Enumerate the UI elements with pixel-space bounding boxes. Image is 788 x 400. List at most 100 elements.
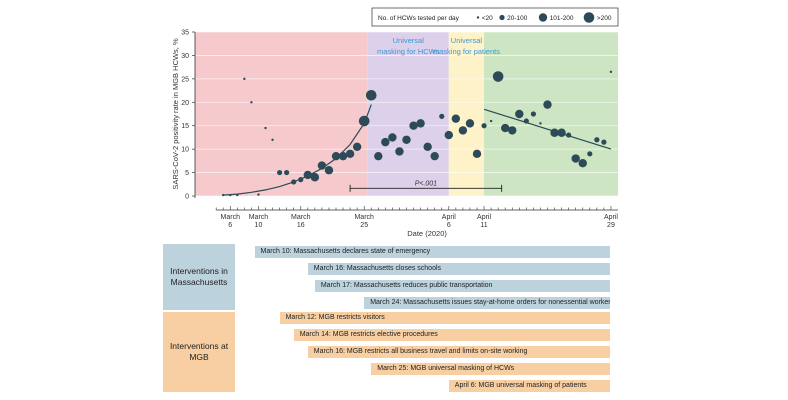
x-tick-day-4: 6 — [447, 222, 451, 229]
legend-label-0: <20 — [482, 15, 493, 22]
data-point-6 — [264, 126, 267, 130]
x-axis-title: Date (2020) — [407, 229, 447, 238]
data-point-48 — [557, 128, 566, 137]
x-tick-day-6: 29 — [607, 222, 615, 229]
y-tick-label-6: 30 — [181, 53, 189, 60]
data-point-3 — [243, 77, 246, 81]
data-point-23 — [381, 137, 390, 147]
pvalue-label: P<.001 — [415, 180, 437, 187]
data-point-0 — [222, 193, 225, 197]
data-point-47 — [550, 128, 559, 137]
x-tick-month-1: March — [249, 214, 269, 221]
legend: No. of HCWs tested per day <20 20-100 101-2… — [371, 7, 619, 27]
data-point-26 — [402, 135, 411, 144]
x-tick-month-2: March — [291, 214, 311, 221]
trend-line-1 — [483, 108, 612, 150]
data-point-5 — [257, 193, 260, 196]
x-tick-month-0: March — [221, 214, 241, 221]
period-band-3 — [484, 32, 618, 196]
intervention-bar-1-2: March 16: MGB restricts all business tra… — [307, 346, 610, 358]
data-point-21 — [365, 89, 377, 101]
data-point-36 — [472, 149, 482, 159]
x-tick-day-1: 10 — [255, 222, 263, 229]
intervention-bar-1-1: March 14: MGB restricts elective procedu… — [293, 329, 610, 341]
period-band-1 — [367, 32, 449, 196]
data-point-29 — [423, 142, 432, 151]
data-point-25 — [395, 147, 404, 156]
data-point-50 — [571, 154, 580, 163]
intervention-bar-1-3: March 25: MGB universal masking of HCWs — [371, 363, 610, 375]
intervention-bar-0-2: March 17: Massachusetts reduces public t… — [314, 280, 610, 292]
data-point-13 — [310, 173, 320, 182]
intervention-group-label-0: Interventions in Massachusetts — [163, 244, 235, 310]
intervention-bar-1-0: March 12: MGB restricts visitors — [279, 312, 610, 324]
data-point-32 — [444, 130, 453, 140]
x-tick-month-6: April — [604, 214, 618, 221]
intervention-bar-0-1: March 16: Massachusetts closes schools — [307, 263, 610, 275]
data-point-52 — [587, 151, 593, 157]
data-point-43 — [523, 118, 529, 124]
data-point-55 — [609, 70, 613, 74]
data-point-41 — [508, 126, 517, 135]
x-tick-month-3: March — [354, 214, 374, 221]
data-point-9 — [284, 169, 290, 176]
data-point-7 — [271, 138, 274, 141]
data-point-38 — [489, 119, 493, 123]
data-point-4 — [250, 101, 253, 104]
x-tick-day-3: 25 — [360, 222, 368, 229]
x-tick-day-0: 6 — [228, 222, 232, 229]
x-tick-day-5: 11 — [480, 222, 487, 229]
data-point-17 — [338, 151, 348, 161]
data-point-28 — [416, 119, 425, 128]
legend-label-3: >200 — [597, 15, 612, 22]
intervention-bar-0-3: March 24: Massachusetts issues stay-at-h… — [364, 297, 610, 309]
data-point-37 — [481, 123, 487, 129]
data-point-24 — [388, 133, 397, 142]
x-tick-month-4: April — [442, 214, 456, 221]
period-band-0 — [195, 32, 368, 196]
period-label-2: Universal masking for patients — [433, 36, 500, 56]
data-point-39 — [492, 71, 504, 82]
y-tick-label-7: 35 — [181, 30, 189, 37]
y-tick-label-5: 25 — [181, 76, 189, 83]
legend-marker-1 — [499, 14, 505, 21]
data-point-35 — [465, 119, 475, 128]
data-point-19 — [352, 142, 362, 151]
data-point-49 — [566, 132, 572, 138]
legend-title: No. of HCWs tested per day — [378, 15, 460, 22]
data-point-12 — [303, 170, 312, 180]
legend-label-1: 20-100 — [507, 15, 528, 22]
data-point-31 — [439, 113, 445, 119]
y-axis-title: SARS-CoV-2 positivity rate in MGB HCWs, … — [171, 38, 180, 190]
period-bands — [195, 32, 618, 196]
data-point-1 — [229, 193, 232, 197]
data-point-54 — [601, 139, 607, 145]
legend-marker-0 — [476, 16, 480, 19]
y-tick-label-0: 0 — [185, 194, 189, 201]
y-gridlines — [195, 31, 618, 197]
intervention-bar-1-4: April 6: MGB universal masking of patien… — [448, 380, 610, 392]
period-band-2 — [448, 32, 485, 196]
y-tick-label-3: 15 — [181, 123, 189, 130]
intervention-bar-0-0: March 10: Massachusetts declares state o… — [254, 246, 610, 258]
data-point-53 — [594, 137, 600, 143]
data-point-44 — [530, 111, 537, 117]
data-point-46 — [543, 100, 552, 109]
data-point-11 — [298, 177, 304, 183]
legend-label-2: 101-200 — [550, 15, 574, 22]
y-tick-label-4: 20 — [181, 100, 189, 107]
legend-box — [371, 7, 619, 27]
data-point-15 — [324, 166, 334, 175]
data-point-2 — [236, 193, 239, 197]
data-point-16 — [331, 151, 341, 161]
data-point-40 — [501, 123, 510, 133]
data-point-51 — [578, 159, 587, 168]
data-point-45 — [539, 122, 542, 125]
x-tick-day-2: 16 — [297, 222, 305, 229]
data-points — [222, 70, 613, 197]
y-tick-label-1: 5 — [185, 170, 189, 177]
data-point-34 — [458, 126, 468, 135]
